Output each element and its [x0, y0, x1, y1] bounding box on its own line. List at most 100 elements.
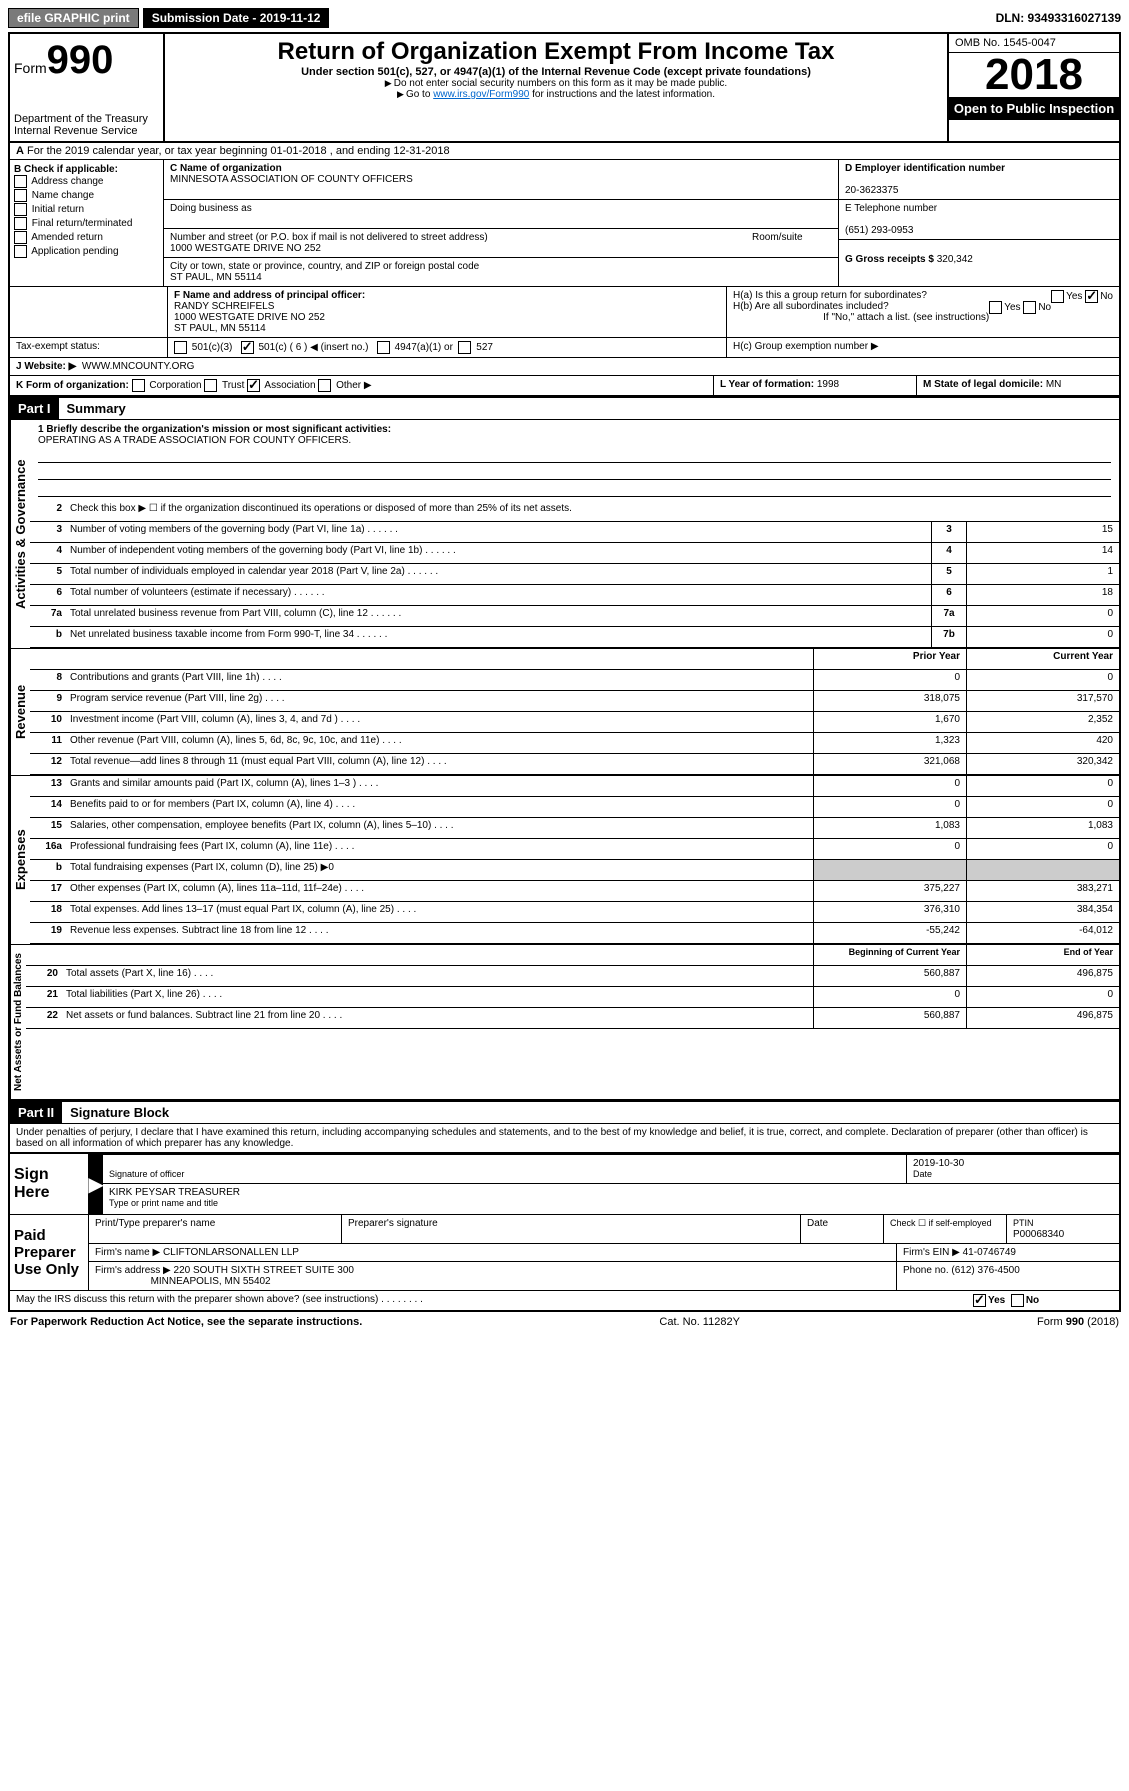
- row-a: A For the 2019 calendar year, or tax yea…: [10, 143, 1119, 160]
- line14-prior: 0: [813, 797, 966, 817]
- footer-left: For Paperwork Reduction Act Notice, see …: [10, 1316, 362, 1328]
- section-c: C Name of organizationMINNESOTA ASSOCIAT…: [164, 160, 838, 286]
- line9-desc: Program service revenue (Part VIII, line…: [66, 691, 813, 711]
- sign-arrow-icon: ▶: [89, 1154, 103, 1214]
- sig-name: KIRK PEYSAR TREASURER: [109, 1187, 240, 1198]
- line17-desc: Other expenses (Part IX, column (A), lin…: [66, 881, 813, 901]
- part1-tag: Part I: [10, 398, 59, 419]
- line7a-val: 0: [966, 606, 1119, 626]
- line13-prior: 0: [813, 776, 966, 796]
- line20-prior: 560,887: [813, 966, 966, 986]
- side-revenue: Revenue: [10, 649, 30, 775]
- firm-addr1: 220 SOUTH SIXTH STREET SUITE 300: [174, 1265, 354, 1276]
- ptin-value: P00068340: [1013, 1229, 1064, 1240]
- line16a-curr: 0: [966, 839, 1119, 859]
- line11-prior: 1,323: [813, 733, 966, 753]
- k-opt-3[interactable]: Other ▶: [318, 380, 371, 391]
- firm-addr2: MINNEAPOLIS, MN 55402: [151, 1276, 271, 1287]
- line18-prior: 376,310: [813, 902, 966, 922]
- firm-name: CLIFTONLARSONALLEN LLP: [163, 1247, 299, 1258]
- line9-curr: 317,570: [966, 691, 1119, 711]
- line3-desc: Number of voting members of the governin…: [66, 522, 931, 542]
- line19-curr: -64,012: [966, 923, 1119, 943]
- section-e: E Telephone number(651) 293-0953: [839, 200, 1119, 240]
- part2-title: Signature Block: [70, 1105, 169, 1120]
- line13-desc: Grants and similar amounts paid (Part IX…: [66, 776, 813, 796]
- k-opt-0[interactable]: Corporation: [132, 380, 205, 391]
- k-opt-1[interactable]: Trust: [204, 380, 247, 391]
- line5-val: 1: [966, 564, 1119, 584]
- line13-curr: 0: [966, 776, 1119, 796]
- prior-year-header: Prior Year: [813, 649, 966, 669]
- line3-val: 15: [966, 522, 1119, 542]
- line9-prior: 318,075: [813, 691, 966, 711]
- discuss-text: May the IRS discuss this return with the…: [10, 1291, 967, 1310]
- form-title-block: Return of Organization Exempt From Incom…: [165, 34, 949, 141]
- checkbox-amended-return[interactable]: Amended return: [14, 231, 159, 244]
- line16a-desc: Professional fundraising fees (Part IX, …: [66, 839, 813, 859]
- line8-desc: Contributions and grants (Part VIII, lin…: [66, 670, 813, 690]
- k-opt-2[interactable]: Association: [247, 380, 318, 391]
- form-id-block: Form990 Department of the Treasury Inter…: [10, 34, 165, 141]
- dln-text: DLN: 93493316027139: [996, 11, 1121, 25]
- line22-curr: 496,875: [966, 1008, 1119, 1028]
- section-f: F Name and address of principal officer:…: [168, 287, 727, 337]
- firm-phone: (612) 376-4500: [951, 1265, 1019, 1276]
- checkbox-initial-return[interactable]: Initial return: [14, 203, 159, 216]
- line12-desc: Total revenue—add lines 8 through 11 (mu…: [66, 754, 813, 774]
- sig-date-label: Date: [913, 1169, 932, 1179]
- line18-desc: Total expenses. Add lines 13–17 (must eq…: [66, 902, 813, 922]
- line2: Check this box ▶ ☐ if the organization d…: [66, 501, 1119, 521]
- line12-curr: 320,342: [966, 754, 1119, 774]
- row-l: L Year of formation: 1998: [714, 376, 917, 395]
- line21-curr: 0: [966, 987, 1119, 1007]
- prep-date-label: Date: [801, 1215, 884, 1243]
- efile-button[interactable]: efile GRAPHIC print: [8, 8, 139, 28]
- line15-prior: 1,083: [813, 818, 966, 838]
- perjury-text: Under penalties of perjury, I declare th…: [10, 1124, 1119, 1153]
- line22-prior: 560,887: [813, 1008, 966, 1028]
- lineb-curr: [966, 860, 1119, 880]
- section-hc: H(c) Group exemption number ▶: [727, 338, 1119, 357]
- line10-curr: 2,352: [966, 712, 1119, 732]
- line15-desc: Salaries, other compensation, employee b…: [66, 818, 813, 838]
- line5-desc: Total number of individuals employed in …: [66, 564, 931, 584]
- begin-year-header: Beginning of Current Year: [813, 945, 966, 965]
- part1-title: Summary: [67, 401, 126, 416]
- line20-desc: Total assets (Part X, line 16) . . . .: [62, 966, 813, 986]
- footer-mid: Cat. No. 11282Y: [659, 1316, 740, 1328]
- sig-officer-label: Signature of officer: [109, 1169, 184, 1179]
- line4-val: 14: [966, 543, 1119, 563]
- section-b: B Check if applicable: Address change Na…: [10, 160, 164, 286]
- line6-val: 18: [966, 585, 1119, 605]
- submission-date-button[interactable]: Submission Date - 2019-11-12: [143, 8, 330, 28]
- line21-desc: Total liabilities (Part X, line 26) . . …: [62, 987, 813, 1007]
- firm-ein: 41-0746749: [963, 1247, 1016, 1258]
- sign-here-label: Sign Here: [10, 1154, 89, 1214]
- end-year-header: End of Year: [966, 945, 1119, 965]
- checkbox-name-change[interactable]: Name change: [14, 189, 159, 202]
- line14-curr: 0: [966, 797, 1119, 817]
- line6-desc: Total number of volunteers (estimate if …: [66, 585, 931, 605]
- section-h: H(a) Is this a group return for subordin…: [727, 287, 1119, 337]
- checkbox-application-pending[interactable]: Application pending: [14, 245, 159, 258]
- paid-preparer-label: Paid Preparer Use Only: [10, 1215, 89, 1290]
- line20-curr: 496,875: [966, 966, 1119, 986]
- checkbox-address-change[interactable]: Address change: [14, 175, 159, 188]
- line17-curr: 383,271: [966, 881, 1119, 901]
- checkbox-final-return-terminated[interactable]: Final return/terminated: [14, 217, 159, 230]
- part2-tag: Part II: [10, 1102, 62, 1123]
- prep-name-label: Print/Type preparer's name: [89, 1215, 342, 1243]
- line17-prior: 375,227: [813, 881, 966, 901]
- line8-curr: 0: [966, 670, 1119, 690]
- line11-curr: 420: [966, 733, 1119, 753]
- section-g: G Gross receipts $ 320,342: [839, 240, 1119, 268]
- prep-selfemp: Check ☐ if self-employed: [884, 1215, 1007, 1243]
- prep-sig-label: Preparer's signature: [342, 1215, 801, 1243]
- line14-desc: Benefits paid to or for members (Part IX…: [66, 797, 813, 817]
- lineb-prior: [813, 860, 966, 880]
- side-governance: Activities & Governance: [10, 420, 30, 648]
- line4-desc: Number of independent voting members of …: [66, 543, 931, 563]
- line15-curr: 1,083: [966, 818, 1119, 838]
- irs-link[interactable]: www.irs.gov/Form990: [433, 89, 529, 100]
